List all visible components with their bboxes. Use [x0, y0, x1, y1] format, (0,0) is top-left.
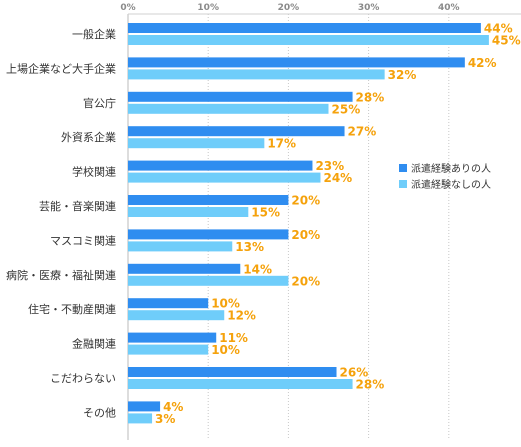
bar [128, 69, 385, 80]
value-label: 25% [332, 102, 361, 116]
category-label: その他 [83, 406, 116, 419]
x-axis: 0% 10% 20% 30% 40% [120, 3, 521, 15]
bar [128, 195, 289, 205]
value-label: 3% [155, 412, 175, 426]
value-label: 23% [315, 159, 344, 173]
category-label: 病院・医療・福祉関連 [6, 268, 116, 282]
category-label: 一般企業 [72, 27, 116, 41]
value-label: 15% [251, 206, 280, 220]
value-label: 27% [348, 125, 377, 139]
value-label: 10% [211, 343, 240, 357]
x-tick-label: 0% [120, 3, 135, 13]
bar [128, 138, 265, 149]
x-tick-label: 20% [278, 3, 300, 13]
category-labels: 一般企業上場企業など大手企業官公庁外資系企業学校関連芸能・音楽関連マスコミ関連病… [6, 27, 116, 419]
bar [128, 310, 225, 321]
value-label: 17% [267, 137, 296, 151]
legend-label: 派遣経験なしの人 [411, 178, 491, 191]
bar [128, 263, 241, 274]
value-label: 14% [243, 262, 272, 276]
legend-label: 派遣経験ありの人 [411, 162, 491, 175]
bar [128, 23, 481, 33]
bar [128, 172, 321, 183]
bar [128, 126, 345, 137]
value-label: 4% [163, 400, 183, 414]
bar [128, 57, 465, 68]
x-tick-label: 30% [358, 3, 380, 13]
value-label: 20% [291, 194, 320, 208]
bars [128, 23, 489, 424]
category-label: 上場企業など大手企業 [6, 61, 116, 75]
value-label: 11% [219, 331, 248, 345]
bar [128, 367, 337, 377]
bar [128, 207, 249, 217]
category-label: 芸能・音楽関連 [39, 199, 116, 213]
category-label: 官公庁 [83, 96, 116, 110]
value-label: 20% [291, 274, 320, 288]
value-label: 10% [211, 297, 240, 311]
value-label: 28% [356, 378, 385, 392]
bar [128, 241, 233, 252]
bar [128, 160, 313, 171]
value-label: 28% [356, 90, 385, 104]
bar [128, 275, 289, 286]
category-label: 学校関連 [72, 165, 116, 179]
bar [128, 332, 217, 343]
value-label: 24% [323, 171, 352, 185]
value-label: 26% [340, 366, 369, 380]
legend-swatch [399, 180, 407, 188]
bar [128, 379, 353, 389]
value-label: 42% [468, 56, 497, 70]
bar [128, 413, 153, 424]
category-label: マスコミ関連 [50, 233, 116, 247]
value-label: 32% [388, 68, 417, 82]
value-labels: 44%45%42%32%28%25%27%17%23%24%20%15%20%1… [155, 22, 521, 426]
category-label: 外資系企業 [61, 130, 116, 144]
legend-swatch [399, 164, 407, 172]
category-label: 金融関連 [72, 337, 116, 351]
category-label: こだわらない [50, 372, 116, 385]
bar [128, 401, 161, 412]
bar [128, 91, 353, 102]
value-label: 13% [235, 240, 264, 254]
category-label: 住宅・不動産関連 [28, 302, 116, 316]
bar [128, 229, 289, 240]
bar [128, 35, 489, 45]
bar [128, 103, 329, 114]
value-label: 20% [291, 228, 320, 242]
value-label: 12% [227, 309, 256, 323]
bar [128, 344, 209, 355]
x-tick-label: 40% [438, 3, 460, 13]
bar [128, 298, 209, 309]
x-tick-label: 10% [197, 3, 219, 13]
value-label: 44% [484, 22, 513, 36]
value-label: 45% [492, 34, 521, 48]
